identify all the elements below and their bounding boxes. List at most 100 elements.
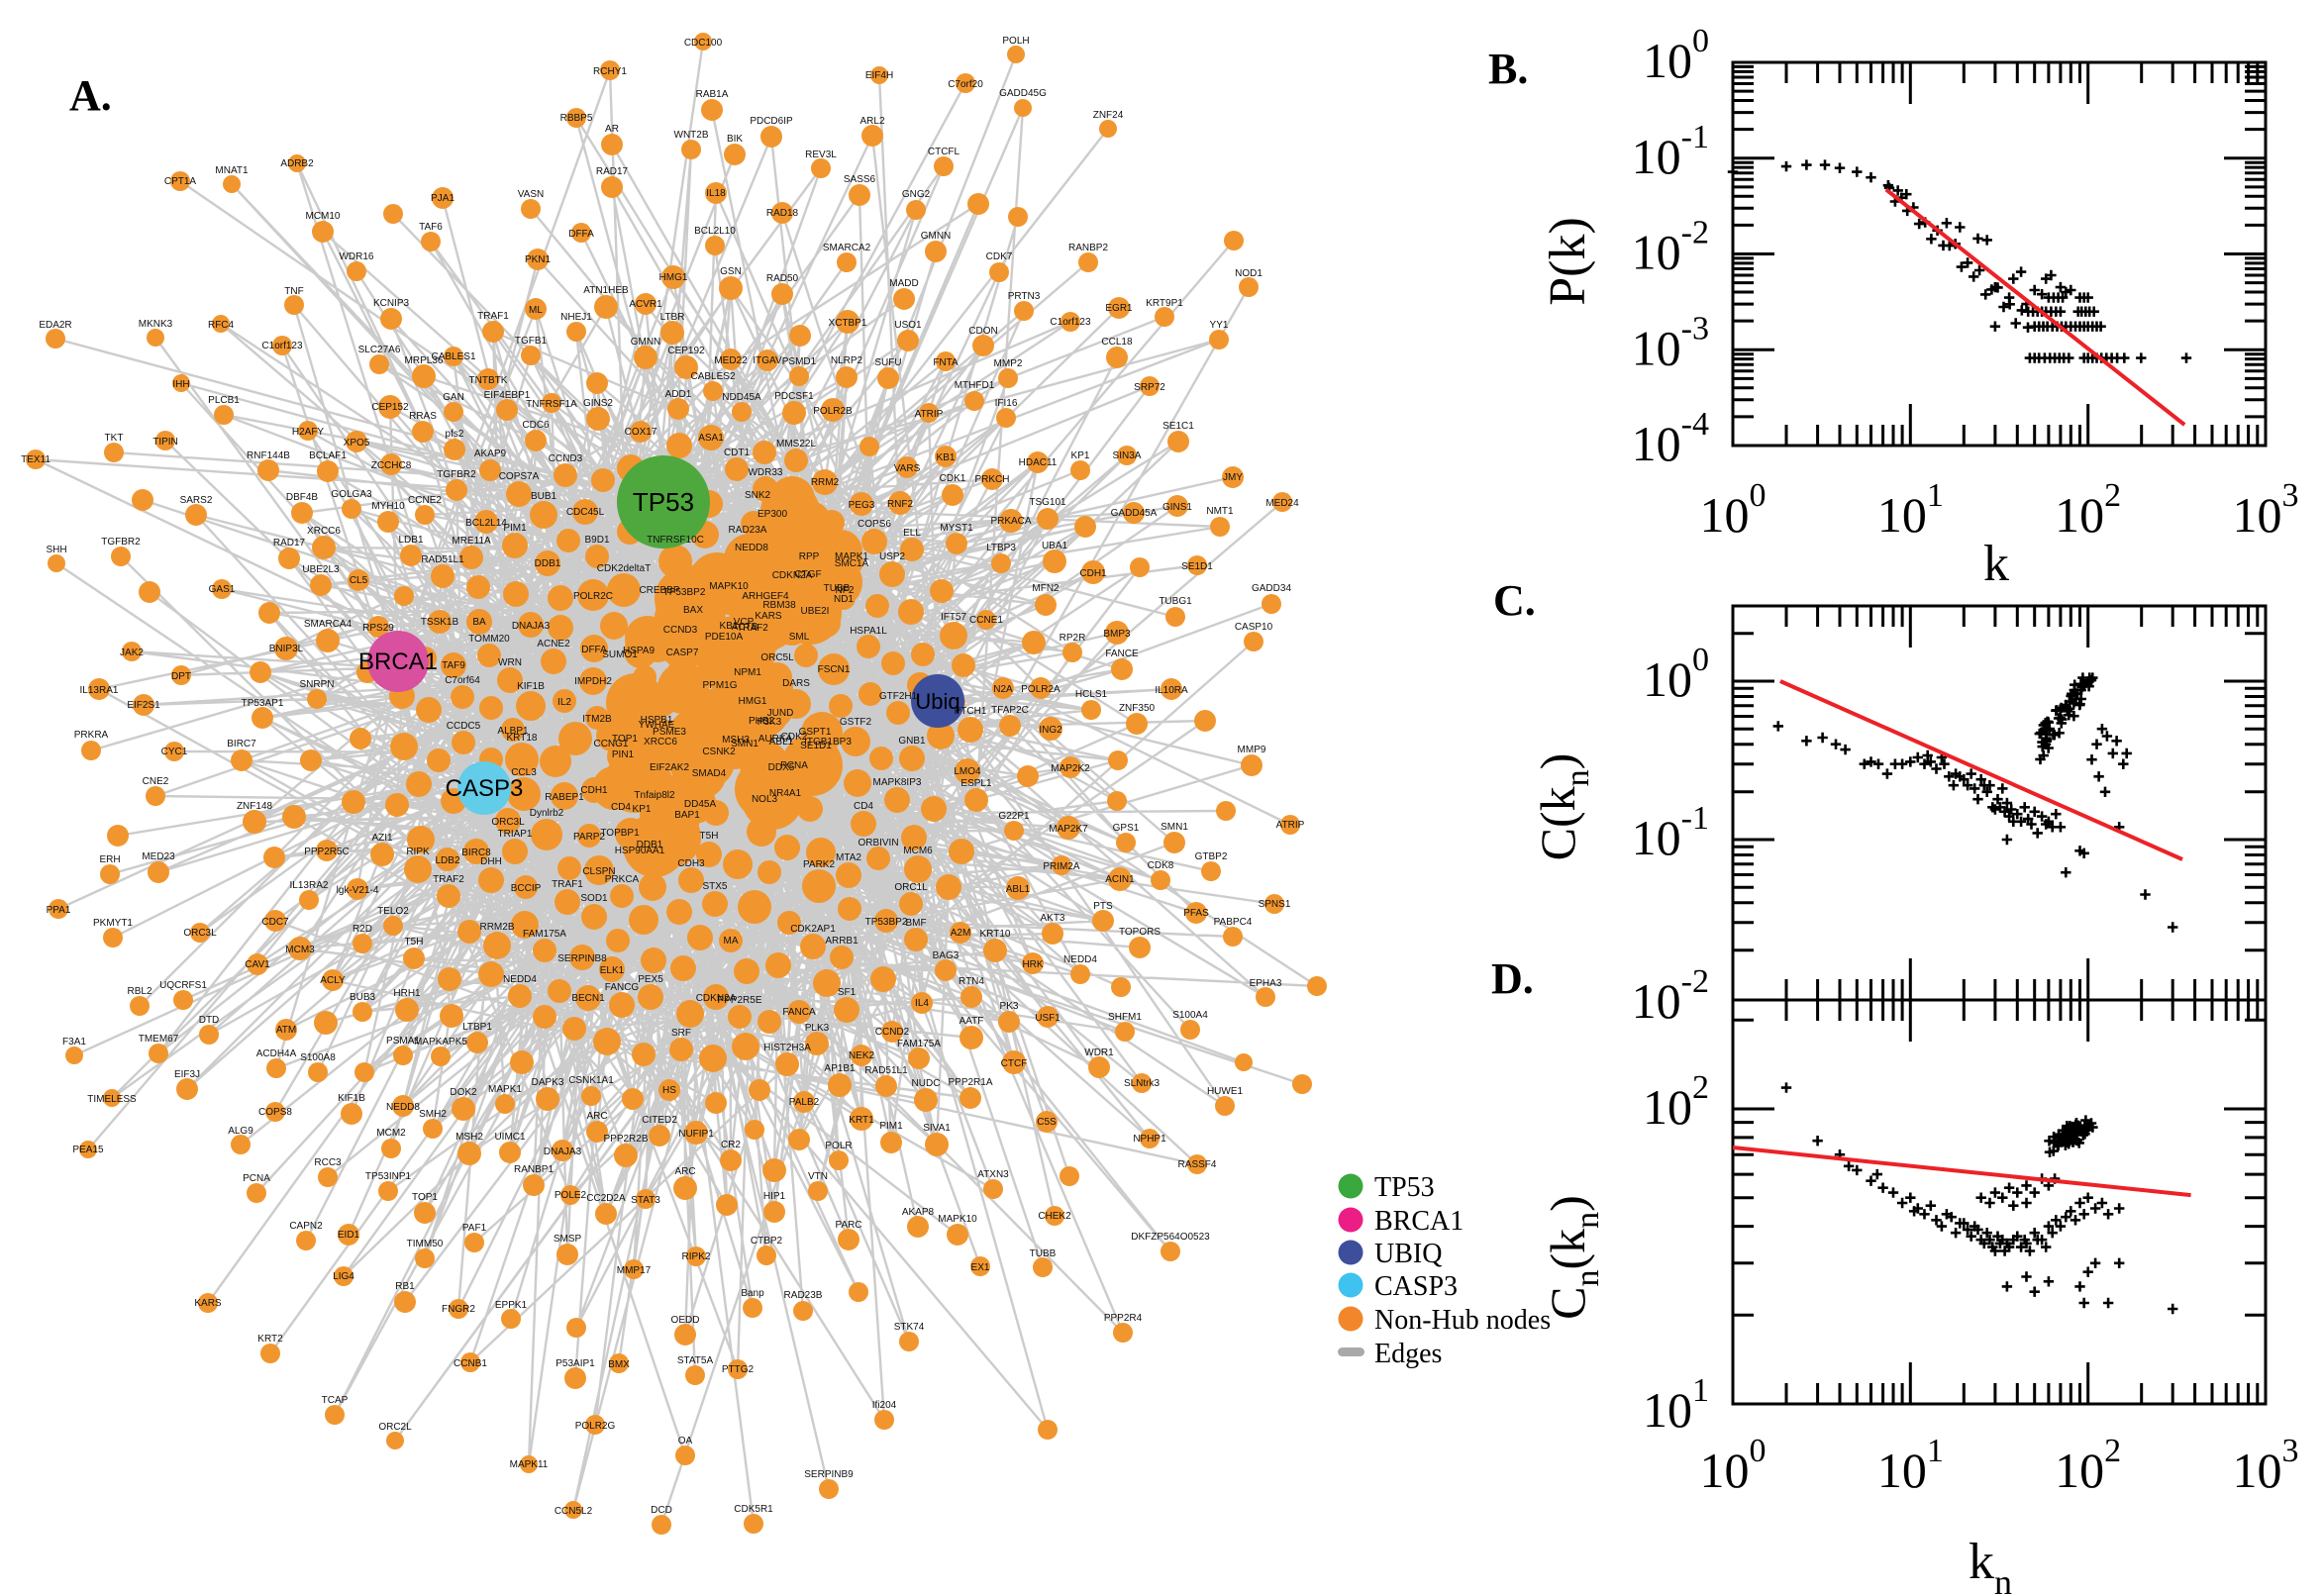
svg-text:RIPK2: RIPK2 (682, 1251, 711, 1262)
svg-text:LTBR: LTBR (660, 312, 685, 323)
svg-text:PTCH1: PTCH1 (955, 706, 987, 717)
svg-text:C.: C. (1493, 576, 1536, 625)
svg-text:PTTG2: PTTG2 (722, 1364, 755, 1375)
svg-text:GNG2: GNG2 (902, 189, 931, 200)
svg-text:PLK3: PLK3 (805, 1023, 830, 1034)
svg-text:VCP: VCP (734, 617, 755, 628)
svg-text:UBIQ: UBIQ (1374, 1239, 1442, 1269)
svg-text:SIN3A: SIN3A (1113, 450, 1142, 461)
svg-text:PTS: PTS (1093, 901, 1113, 912)
svg-text:N2A: N2A (993, 684, 1013, 695)
svg-text:BUB1: BUB1 (531, 491, 557, 502)
svg-text:CASP10: CASP10 (1235, 622, 1273, 633)
svg-text:CPT1A: CPT1A (164, 176, 197, 187)
svg-text:BIRC8: BIRC8 (461, 848, 491, 858)
svg-text:YY1: YY1 (1210, 320, 1229, 331)
svg-text:USF1: USF1 (1035, 1013, 1060, 1024)
svg-text:MNAT1: MNAT1 (215, 165, 249, 176)
svg-text:HDAC11: HDAC11 (1019, 457, 1058, 468)
svg-text:FANCG: FANCG (605, 982, 640, 993)
svg-text:RRM2: RRM2 (811, 477, 840, 488)
svg-text:JUND: JUND (767, 708, 794, 719)
svg-text:CTCF: CTCF (1001, 1058, 1028, 1069)
svg-text:KP1: KP1 (1071, 450, 1090, 461)
svg-text:KRT1: KRT1 (849, 1115, 874, 1126)
svg-text:SMN1: SMN1 (1161, 822, 1188, 833)
svg-text:MED24: MED24 (1265, 498, 1299, 509)
svg-text:CDON: CDON (968, 326, 997, 337)
svg-text:SOD1: SOD1 (580, 893, 608, 904)
svg-text:POLE2: POLE2 (555, 1190, 587, 1201)
svg-text:CEP152: CEP152 (371, 402, 409, 413)
svg-text:FNGR2: FNGR2 (442, 1304, 475, 1315)
svg-text:CHEK2: CHEK2 (1038, 1211, 1071, 1222)
svg-text:102: 102 (2055, 1433, 2121, 1498)
svg-text:HCLS1: HCLS1 (1075, 689, 1108, 700)
svg-text:TUBG1: TUBG1 (1159, 596, 1192, 607)
svg-text:BUB3: BUB3 (350, 992, 376, 1003)
svg-text:RNF144B: RNF144B (247, 450, 290, 461)
svg-text:WDR33: WDR33 (748, 467, 782, 478)
svg-text:RAD51L1: RAD51L1 (421, 554, 464, 565)
svg-text:P53AIP1: P53AIP1 (556, 1358, 595, 1369)
svg-text:KRT9P1: KRT9P1 (1146, 298, 1183, 309)
svg-text:PPM1G: PPM1G (702, 680, 737, 691)
svg-text:GNB1: GNB1 (898, 736, 926, 747)
svg-text:ABL1: ABL1 (1006, 884, 1031, 895)
svg-text:PARC: PARC (835, 1220, 861, 1231)
svg-text:DNAJA3: DNAJA3 (544, 1147, 582, 1157)
svg-text:DOK2: DOK2 (450, 1087, 477, 1098)
svg-text:ATN1HEB: ATN1HEB (583, 285, 629, 296)
svg-text:MAPK1: MAPK1 (488, 1084, 522, 1095)
svg-text:C5S: C5S (1037, 1117, 1057, 1128)
svg-text:CCNG1: CCNG1 (593, 739, 628, 749)
svg-text:ALG9: ALG9 (228, 1126, 253, 1137)
svg-text:GTF2H1: GTF2H1 (879, 691, 918, 702)
svg-text:PRIM2A: PRIM2A (1043, 861, 1080, 872)
svg-text:WNT2B: WNT2B (674, 130, 709, 141)
svg-text:GADD45A: GADD45A (1111, 508, 1158, 519)
svg-text:VTN: VTN (808, 1171, 828, 1182)
svg-text:CDC45L: CDC45L (566, 507, 605, 518)
svg-text:pfs2: pfs2 (446, 429, 464, 440)
svg-text:TEX11: TEX11 (21, 454, 50, 465)
svg-text:GINS2: GINS2 (583, 398, 613, 409)
svg-text:CL5: CL5 (350, 575, 368, 586)
svg-text:UQCRFS1: UQCRFS1 (159, 980, 207, 991)
svg-text:k: k (1983, 536, 2009, 592)
svg-text:H2AFY: H2AFY (292, 427, 325, 438)
svg-text:EX1: EX1 (971, 1262, 990, 1273)
svg-text:IFI16: IFI16 (995, 398, 1018, 409)
svg-text:SMC1A: SMC1A (835, 558, 869, 569)
svg-text:BMF: BMF (905, 918, 926, 929)
svg-text:CAPN2: CAPN2 (289, 1221, 323, 1232)
svg-text:ERH: ERH (99, 854, 120, 865)
svg-text:SHFM1: SHFM1 (1108, 1012, 1142, 1023)
svg-text:EPPK1: EPPK1 (495, 1300, 528, 1311)
svg-text:MCM6: MCM6 (903, 846, 933, 856)
svg-text:BAX: BAX (683, 605, 703, 616)
svg-text:TIMELESS: TIMELESS (87, 1094, 137, 1105)
svg-text:10-4: 10-4 (1632, 406, 1709, 471)
svg-text:RIPK: RIPK (406, 847, 430, 857)
svg-text:ND1: ND1 (834, 594, 854, 605)
svg-text:LTBP3: LTBP3 (986, 543, 1016, 553)
svg-text:MED22: MED22 (714, 355, 748, 366)
svg-text:BMP3: BMP3 (1103, 629, 1131, 640)
svg-text:SUMO1: SUMO1 (602, 649, 638, 660)
svg-text:CD4: CD4 (854, 801, 873, 812)
svg-text:CEP192: CEP192 (667, 346, 705, 356)
svg-text:ORBIVIN: ORBIVIN (858, 838, 898, 848)
svg-text:MMS22L: MMS22L (776, 439, 816, 449)
svg-text:ATRIP: ATRIP (915, 409, 944, 420)
svg-text:PARP2: PARP2 (573, 832, 605, 843)
svg-text:TNF: TNF (284, 286, 303, 297)
svg-text:CABLES1: CABLES1 (431, 351, 475, 362)
svg-text:MA: MA (724, 936, 739, 947)
svg-text:DHH: DHH (480, 856, 502, 867)
svg-text:ELL: ELL (903, 528, 921, 539)
svg-text:VASN: VASN (518, 189, 545, 200)
svg-text:ORC3L: ORC3L (491, 817, 525, 828)
svg-text:RBBP5: RBBP5 (560, 113, 593, 124)
svg-text:BCCIP: BCCIP (511, 883, 542, 894)
